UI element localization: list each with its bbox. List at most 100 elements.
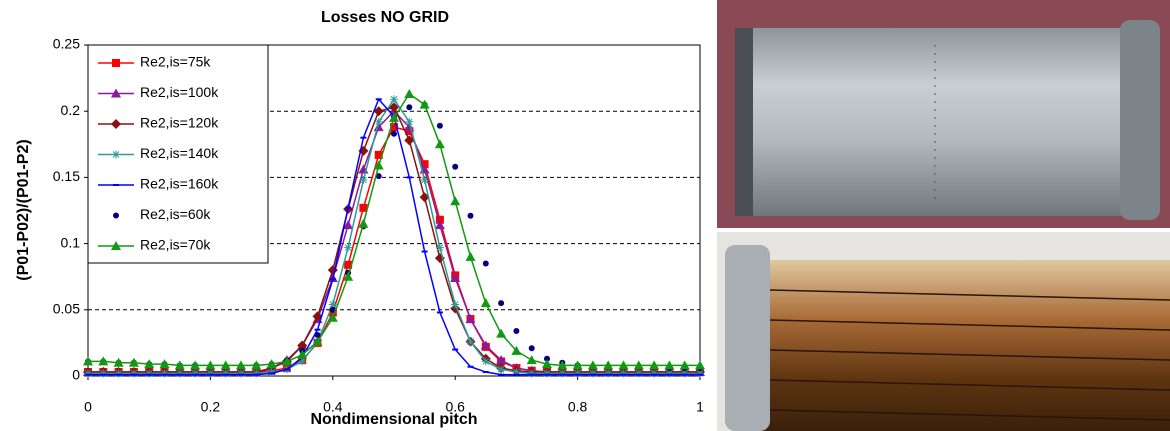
legend-label: Re2,is=140k (140, 145, 219, 161)
marker (664, 360, 675, 370)
marker (190, 360, 201, 370)
marker (451, 300, 460, 309)
marker (406, 104, 413, 111)
marker (452, 163, 459, 170)
marker (498, 300, 505, 307)
marker (251, 360, 262, 370)
marker (98, 356, 109, 366)
marker (84, 369, 92, 378)
marker (373, 160, 384, 170)
marker (511, 345, 522, 355)
marker (482, 260, 489, 267)
legend-label: Re2,is=120k (140, 115, 219, 131)
marker (114, 369, 123, 378)
marker (175, 369, 184, 378)
chart-title: Losses NO GRID (321, 9, 449, 26)
marker (297, 349, 308, 359)
marker (634, 369, 643, 378)
marker (160, 369, 169, 378)
marker (419, 99, 430, 109)
marker (359, 176, 368, 185)
marker (343, 271, 354, 281)
marker (467, 212, 474, 219)
marker (480, 340, 491, 350)
photo-top (717, 0, 1170, 228)
photo-bottom (717, 232, 1170, 431)
marker (603, 360, 614, 370)
marker (344, 243, 353, 252)
marker (573, 369, 582, 378)
x-tick-label: 0.2 (201, 399, 221, 415)
marker (526, 355, 537, 365)
legend: Re2,is=75k Re2,is=100k Re2,is=120k Re2,is=1… (87, 44, 269, 264)
marker (404, 88, 415, 98)
marker (390, 95, 398, 104)
marker (145, 369, 154, 378)
y-tick-label: 0.2 (61, 102, 81, 118)
marker (542, 359, 552, 369)
marker (83, 356, 93, 366)
marker (390, 123, 398, 132)
marker (329, 306, 336, 313)
marker (496, 328, 507, 338)
marker (314, 331, 321, 338)
marker (236, 360, 246, 370)
marker (297, 340, 308, 351)
marker (404, 135, 415, 146)
marker (650, 369, 659, 378)
legend-marker (111, 119, 121, 129)
x-tick-label: 0.8 (568, 399, 588, 415)
marker (374, 150, 383, 159)
marker (159, 359, 170, 369)
marker (679, 360, 690, 370)
legend-marker (111, 241, 121, 250)
marker (252, 369, 261, 378)
legend-label: Re2,is=70k (140, 237, 211, 253)
marker (618, 360, 629, 370)
marker (328, 300, 337, 309)
marker (358, 218, 369, 228)
marker (327, 312, 338, 322)
marker (113, 357, 124, 367)
marker (481, 357, 490, 366)
y-tick-label: 0 (72, 367, 80, 383)
x-tick-label: 1 (696, 399, 704, 415)
marker (528, 345, 535, 352)
marker (633, 360, 644, 370)
marker (587, 360, 598, 370)
y-tick-label: 0.15 (53, 168, 80, 184)
marker (696, 369, 704, 378)
marker (450, 273, 461, 283)
y-tick-label: 0.25 (53, 36, 80, 52)
marker (389, 102, 399, 113)
marker (128, 357, 139, 367)
marker (375, 173, 382, 180)
marker (465, 251, 476, 261)
x-axis-label: Nondimensional pitch (310, 411, 477, 428)
marker (99, 369, 108, 378)
marker (344, 260, 353, 269)
legend-marker (113, 212, 119, 219)
marker (267, 368, 276, 377)
marker (619, 369, 628, 378)
y-tick-label: 0.1 (61, 234, 81, 250)
marker (557, 360, 568, 370)
marker (373, 106, 384, 117)
marker (435, 215, 444, 224)
legend-label: Re2,is=60k (140, 206, 211, 222)
marker (572, 360, 583, 370)
marker (436, 122, 443, 129)
marker (513, 327, 520, 334)
marker (312, 336, 323, 346)
legend-marker (112, 59, 120, 67)
marker (129, 369, 138, 378)
marker (420, 160, 429, 169)
legend-marker (112, 150, 120, 159)
marker (359, 203, 368, 212)
marker (434, 220, 445, 230)
marker (480, 298, 491, 308)
marker (512, 368, 521, 377)
y-tick-label: 0.05 (53, 301, 80, 317)
